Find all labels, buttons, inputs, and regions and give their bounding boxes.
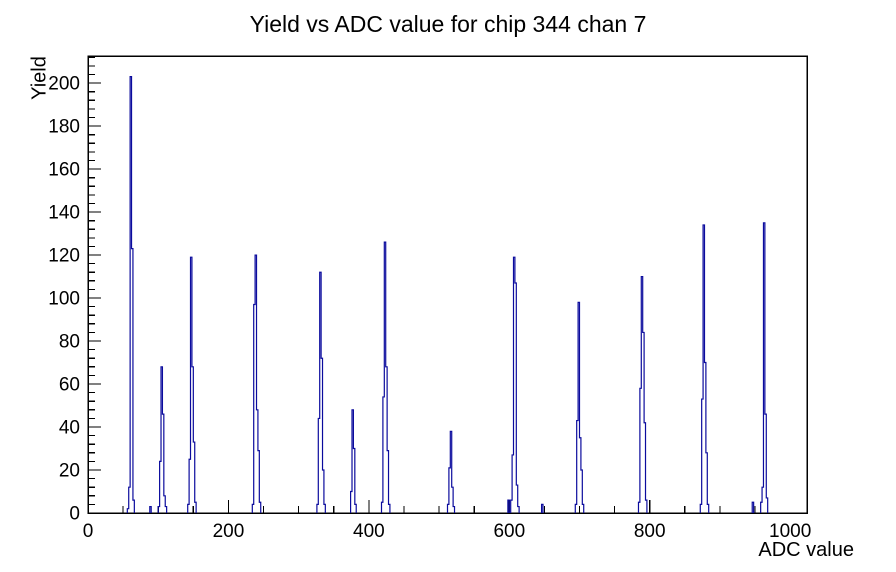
x-axis-title: ADC value (758, 539, 854, 561)
y-tick-label: 180 (48, 117, 80, 138)
histogram-peak-cluster (699, 224, 710, 513)
y-tick-label: 140 (48, 203, 80, 224)
histogram-peak-cluster (574, 301, 585, 513)
histogram-peak-cluster (446, 430, 456, 513)
histogram-peak-cluster (350, 409, 357, 513)
axis-ticks (87, 56, 756, 514)
y-tick-label: 200 (48, 74, 80, 95)
histogram-peak-cluster (157, 366, 168, 513)
x-tick-label: 600 (493, 521, 525, 542)
y-tick-label: 160 (48, 160, 80, 181)
histogram-peak-cluster (126, 76, 135, 513)
histogram-peak-cluster (637, 275, 648, 513)
histogram-peak-cluster (187, 256, 197, 513)
y-tick-label: 20 (59, 461, 80, 482)
y-tick-label: 120 (48, 246, 80, 267)
histogram-peak-cluster (149, 505, 152, 513)
y-tick-label: 80 (59, 332, 80, 353)
histogram-series (126, 76, 769, 513)
x-tick-label: 800 (634, 521, 666, 542)
histogram-peak-cluster (510, 256, 520, 513)
histogram-peak-cluster (507, 499, 510, 513)
x-tick-label: 400 (353, 521, 385, 542)
chart-title: Yield vs ADC value for chip 344 chan 7 (249, 11, 647, 37)
x-tick-label: 0 (83, 521, 94, 542)
histogram-peak-cluster (760, 222, 769, 513)
histogram-peak-cluster (316, 271, 326, 513)
y-tick-label: 100 (48, 289, 80, 310)
y-tick-label: 40 (59, 418, 80, 439)
y-tick-label: 60 (59, 375, 80, 396)
histogram-peak-cluster (751, 501, 755, 513)
x-tick-label: 1000 (769, 521, 811, 542)
tick-labels: 0 20 40 60 80 100 120 140 160 180 200 0 200 400 600 800… (48, 74, 811, 542)
y-tick-label: 0 (69, 504, 80, 525)
x-tick-label: 200 (213, 521, 245, 542)
histogram-peak-cluster (540, 503, 544, 513)
histogram-peak-cluster (380, 241, 391, 513)
plot-frame (87, 55, 808, 514)
histogram-peak-cluster (251, 254, 262, 513)
